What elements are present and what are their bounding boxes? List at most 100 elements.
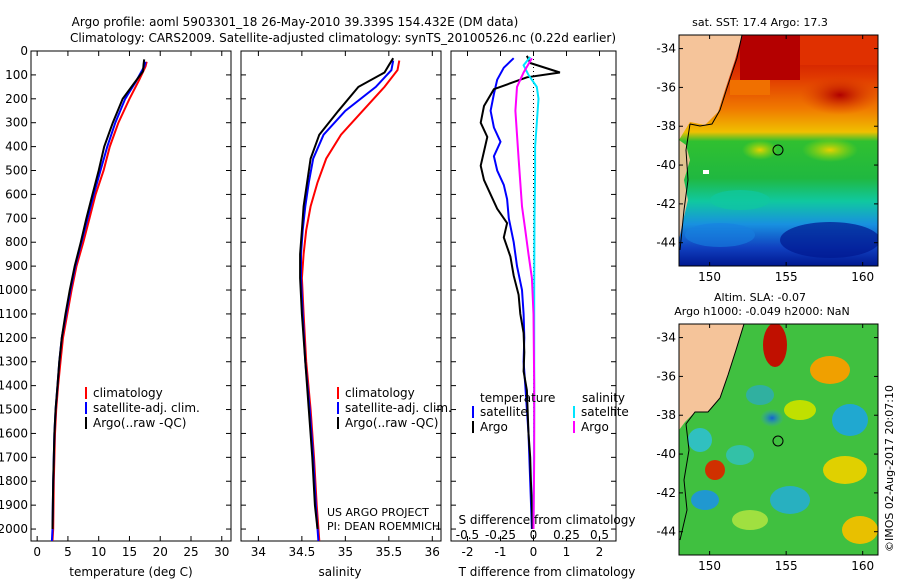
map-lat-label: -40 — [656, 447, 676, 461]
salinity-x-ticks: 34 34.5 35 35.5 36 — [251, 51, 440, 559]
t-difference-xlabel: T difference from climatology — [458, 565, 636, 579]
depth-axis: 0 100 200 300 400 500 600 700 800 900 1000 1100 1200… — [0, 44, 616, 536]
x-tick-label: 2 — [596, 545, 604, 559]
series-line-salinity-argo — [514, 57, 536, 530]
legend-label: Argo(..raw -QC) — [345, 416, 438, 430]
map-lat-label: -42 — [656, 486, 676, 500]
header-line1: Argo profile: aoml 5903301_18 26-May-201… — [72, 15, 519, 29]
depth-tick-label: 1900 — [0, 498, 28, 512]
map-lon-label: 160 — [851, 270, 874, 284]
map-lon-label: 150 — [698, 559, 721, 573]
sla-map-title1: Altim. SLA: -0.07 — [714, 291, 806, 304]
depth-tick-label: 800 — [5, 235, 28, 249]
depth-tick-label: 0 — [20, 44, 28, 58]
map-lon-label: 155 — [775, 559, 798, 573]
depth-tick-label: 1300 — [0, 355, 28, 369]
t-difference-x-ticks: -2 -1 0 1 2 — [462, 51, 604, 559]
series-line-satellite-adj-clim- — [50, 61, 147, 541]
map-lat-label: -38 — [656, 119, 676, 133]
sst-map-ticks: 150 155 160 -34 -36 -38 -40 -42 -44 — [656, 35, 878, 284]
map-lat-label: -40 — [656, 158, 676, 172]
map-lat-label: -42 — [656, 197, 676, 211]
salinity-series — [299, 57, 401, 541]
map-lat-label: -34 — [656, 331, 676, 345]
depth-tick-label: 1800 — [0, 474, 28, 488]
map-lat-label: -38 — [656, 408, 676, 422]
legend-sal-satellite-label: satellite — [581, 405, 629, 419]
credit-line1: US ARGO PROJECT — [327, 506, 429, 519]
difference-panel: -2 -1 0 1 2 -0.5 -0.25 0 0.25 0.5 S difference f… — [450, 50, 636, 579]
depth-tick-label: 500 — [5, 164, 28, 178]
temperature-axes-frame — [30, 50, 232, 542]
series-line-temperature-argo — [479, 55, 561, 530]
sst-map-frame — [678, 34, 879, 267]
x-tick-label: 15 — [122, 545, 137, 559]
sst-land — [679, 35, 742, 140]
series-line-temperature-satellite — [489, 57, 533, 530]
x-tick-label: -2 — [462, 545, 474, 559]
legend-salinity-heading: salinity — [582, 391, 625, 405]
x-tick-label: 30 — [214, 545, 229, 559]
depth-tick-label: 300 — [5, 116, 28, 130]
difference-series — [479, 55, 561, 530]
map-lat-label: -44 — [656, 236, 676, 250]
depth-tick-label: 1100 — [0, 307, 28, 321]
header-line2: Climatology: CARS2009. Satellite-adjuste… — [70, 31, 616, 45]
legend-temperature-heading: temperature — [480, 391, 555, 405]
temperature-x-ticks: 0 5 10 15 20 25 30 — [33, 51, 229, 559]
depth-tick-label: 100 — [5, 68, 28, 82]
x-tick-label: 36 — [425, 545, 440, 559]
legend-label: Argo(..raw -QC) — [93, 416, 186, 430]
series-line-climatology — [300, 60, 401, 541]
x-tick-label: 34.5 — [289, 545, 316, 559]
depth-tick-label: 1700 — [0, 450, 28, 464]
sst-float-marker — [772, 144, 784, 156]
series-line-climatology — [51, 61, 148, 541]
credit-line2: PI: DEAN ROEMMICH — [327, 520, 440, 533]
salinity-xlabel: salinity — [318, 565, 361, 579]
sst-map: sat. SST: 17.4 Argo: 17.3 150 155 160 -34 -3… — [656, 16, 879, 284]
x-tick-label: -1 — [495, 545, 507, 559]
depth-tick-label: 1600 — [0, 426, 28, 440]
map-lon-label: 155 — [775, 270, 798, 284]
series-line-argo-raw-qc- — [299, 57, 395, 530]
s-tick-label: -0.5 — [456, 528, 479, 542]
salinity-panel: 34 34.5 35 35.5 36 salinity climatologysatel… — [240, 50, 452, 579]
x-tick-label: 10 — [91, 545, 106, 559]
depth-tick-label: 1500 — [0, 403, 28, 417]
map-lon-label: 160 — [851, 559, 874, 573]
salinity-axes-frame — [240, 50, 442, 542]
sla-land — [679, 324, 744, 430]
x-tick-label: 25 — [183, 545, 198, 559]
temperature-xlabel: temperature (deg C) — [69, 565, 192, 579]
depth-tick-label: 600 — [5, 187, 28, 201]
depth-tick-label: 1200 — [0, 331, 28, 345]
legend-label: climatology — [93, 386, 163, 400]
sla-map: Altim. SLA: -0.07 Argo h1000: -0.049 h20… — [656, 291, 879, 573]
depth-tick-label: 1400 — [0, 379, 28, 393]
x-tick-label: 34 — [251, 545, 266, 559]
x-tick-label: 5 — [64, 545, 72, 559]
depth-tick-label: 200 — [5, 92, 28, 106]
depth-tick-label: 900 — [5, 259, 28, 273]
map-lat-label: -36 — [656, 80, 676, 94]
legend-temp-argo-label: Argo — [480, 420, 508, 434]
map-lat-label: -36 — [656, 369, 676, 383]
s-tick-label: 0 — [530, 528, 538, 542]
legend-label: satellite-adj. clim. — [345, 401, 452, 415]
s-tick-label: -0.25 — [485, 528, 516, 542]
x-tick-label: 1 — [563, 545, 571, 559]
temperature-series — [50, 59, 148, 541]
depth-tick-label: 1000 — [0, 283, 28, 297]
depth-tick-label: 2000 — [0, 522, 28, 536]
depth-tick-label: 700 — [5, 211, 28, 225]
legend-label: satellite-adj. clim. — [93, 401, 200, 415]
x-tick-label: 0 — [33, 545, 41, 559]
s-difference-x-ticks: -0.5 -0.25 0 0.25 0.5 — [456, 528, 609, 542]
sla-float-marker — [772, 435, 784, 447]
imos-stamp: ©IMOS 02-Aug-2017 20:07:10 — [883, 385, 896, 552]
sst-map-title: sat. SST: 17.4 Argo: 17.3 — [692, 16, 828, 29]
